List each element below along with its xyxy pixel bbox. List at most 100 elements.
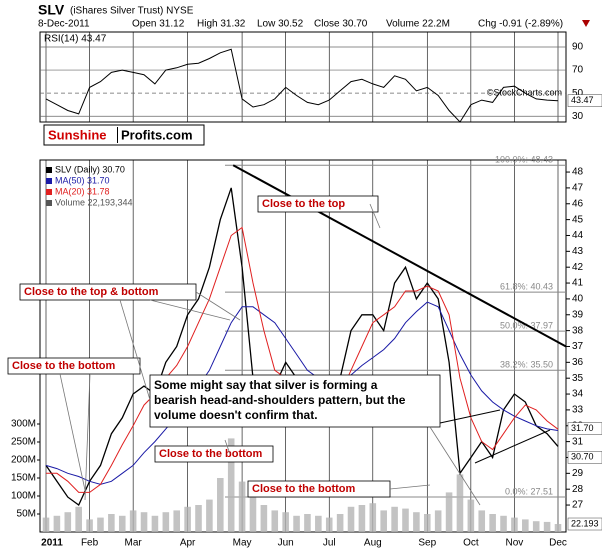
- annotation: Close to the top: [262, 198, 345, 210]
- volume: Volume 22.2M: [386, 19, 450, 30]
- x-tick-label: May: [233, 538, 252, 549]
- pointer-line: [84, 373, 91, 501]
- volume-bar: [336, 514, 344, 532]
- volume-bar: [478, 510, 486, 532]
- volume-bar: [347, 506, 355, 532]
- low: Low 30.52: [257, 19, 304, 30]
- legend-label: Volume 22,193,344: [55, 197, 133, 207]
- volume-bar: [271, 510, 279, 532]
- pointer-line: [429, 426, 481, 506]
- y-tick-label: 34: [572, 389, 584, 400]
- fib-label: 61.8%: 40.43: [500, 281, 553, 291]
- volume-bar: [64, 512, 72, 532]
- annotation-line: volume doesn't confirm that.: [154, 408, 318, 422]
- volume-bar: [543, 521, 551, 532]
- volume-bar: [456, 474, 464, 532]
- volume-bar: [511, 517, 518, 532]
- rsi-panel: [39, 31, 567, 123]
- legend-swatch: [46, 200, 52, 206]
- x-tick-label: Dec: [549, 538, 567, 549]
- y-tick-label: 45: [572, 214, 584, 225]
- value-badge-label: 31.70: [571, 423, 594, 433]
- annotation: Close to the bottom: [12, 360, 115, 372]
- volume-bar: [402, 508, 409, 532]
- pointer-line: [224, 439, 231, 455]
- y-tick-label: 48: [572, 167, 584, 178]
- volume-bar: [140, 512, 148, 532]
- y-tick-label: 38: [572, 325, 584, 336]
- volume-tick-label: 150M: [11, 473, 36, 484]
- legend-label: MA(50) 31.70: [55, 175, 110, 185]
- y-tick-label: 33: [572, 405, 584, 416]
- volume-bar: [97, 517, 104, 532]
- volume-bar: [522, 519, 529, 532]
- volume-bar: [42, 517, 50, 532]
- down-arrow: [582, 20, 590, 27]
- volume-tick-label: 50M: [17, 509, 36, 520]
- pointer-line: [149, 299, 231, 321]
- rsi-label: RSI(14) 43.47: [44, 34, 107, 45]
- volume-bar: [282, 512, 289, 532]
- y-tick-label: 29: [572, 468, 584, 479]
- volume-bar: [173, 510, 181, 532]
- volume-tick-label: 250M: [11, 437, 36, 448]
- x-tick-label: Feb: [81, 538, 99, 549]
- volume-bar: [53, 515, 61, 532]
- y-tick-label: 46: [572, 198, 584, 209]
- pointer-line: [369, 203, 381, 229]
- volume-bar: [423, 514, 431, 532]
- volume-tick-label: 200M: [11, 455, 36, 466]
- value-badge-label: 43.47: [571, 95, 594, 105]
- volume-bar: [315, 515, 322, 532]
- logo-second: Profits.com: [121, 127, 193, 142]
- y-tick-label: 41: [572, 278, 584, 289]
- volume-bar: [118, 515, 126, 532]
- annotation-box: [154, 445, 274, 463]
- volume-bar: [467, 499, 475, 532]
- volume-bar: [293, 515, 300, 532]
- volume-bar: [260, 505, 268, 532]
- volume-bar: [304, 514, 311, 532]
- legend-label: SLV (Daily) 30.70: [55, 164, 125, 174]
- fib-label: 100.0%: 48.43: [495, 155, 553, 165]
- value-badge: [567, 422, 602, 435]
- volume-bar: [500, 515, 507, 532]
- volume-bar: [380, 510, 387, 532]
- y-tick-label: 36: [572, 357, 584, 368]
- volume-bar: [75, 506, 82, 532]
- volume-bar: [162, 512, 170, 532]
- volume-bar: [206, 499, 213, 532]
- annotation-line: bearish head-and-shoulders pattern, but …: [154, 393, 406, 407]
- pointer-line: [59, 373, 86, 491]
- rsi-tick-label: 90: [572, 42, 584, 53]
- value-badge: [567, 451, 602, 464]
- volume-bar: [129, 510, 137, 532]
- neck-line: [439, 409, 501, 424]
- y-tick-label: 37: [572, 341, 584, 352]
- x-tick-label: Oct: [463, 538, 479, 549]
- legend-swatch: [46, 178, 52, 184]
- y-tick-label: 42: [572, 262, 584, 273]
- y-tick-label: 40: [572, 294, 584, 305]
- annotation-box: [257, 195, 379, 213]
- x-tick-label: Apr: [180, 538, 196, 549]
- y-tick-label: 31: [572, 436, 584, 447]
- annotation: Close to the bottom: [252, 483, 355, 495]
- symbol: SLV: [38, 2, 65, 18]
- open: Open 31.12: [132, 19, 185, 30]
- pointer-line: [389, 484, 431, 490]
- name: (iShares Silver Trust) NYSE: [70, 6, 194, 17]
- volume-bar: [195, 505, 202, 532]
- volume-bar: [489, 514, 496, 532]
- close: Close 30.70: [314, 19, 368, 30]
- trend-line: [232, 164, 567, 348]
- volume-bar: [369, 503, 377, 532]
- rsi-tick-label: 50: [572, 88, 584, 99]
- support-line: [474, 429, 551, 464]
- volume-bar: [445, 492, 453, 532]
- volume-bar: [227, 438, 235, 532]
- x-tick-label: Jul: [323, 538, 336, 549]
- x-tick-label: Nov: [506, 538, 524, 549]
- logo-first: Sunshine: [48, 127, 107, 142]
